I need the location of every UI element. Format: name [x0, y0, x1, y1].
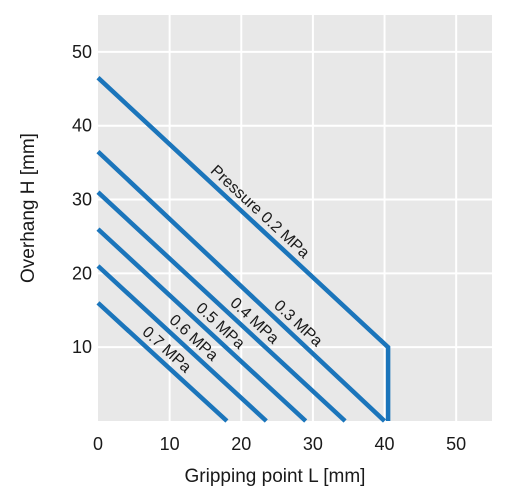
x-axis-title: Gripping point L [mm]: [185, 466, 366, 487]
series-line-1: [96, 149, 387, 423]
grid: [98, 15, 492, 421]
series-line-5: [96, 301, 229, 423]
x-tick-label: 20: [231, 434, 251, 454]
y-tick-label: 20: [72, 263, 92, 283]
x-tick-label: 50: [446, 434, 466, 454]
series-lines: [96, 76, 391, 423]
x-tick-label: 30: [303, 434, 323, 454]
plot-background: [98, 15, 492, 421]
series-line-0: [96, 76, 391, 421]
y-tick-label: 40: [72, 116, 92, 136]
series-line-4: [96, 264, 268, 423]
y-tick-labels: 10 20 30 40 50: [72, 42, 92, 357]
x-tick-labels: 0 10 20 30 40 50: [93, 434, 466, 454]
x-tick-label: 40: [375, 434, 395, 454]
y-tick-label: 50: [72, 42, 92, 62]
y-tick-label: 30: [72, 190, 92, 210]
series-line-2: [96, 190, 347, 423]
y-tick-label: 10: [72, 337, 92, 357]
y-axis-title: Overhang H [mm]: [18, 133, 39, 283]
x-tick-label: 0: [93, 434, 103, 454]
x-tick-label: 10: [160, 434, 180, 454]
series-line-3: [96, 227, 308, 423]
